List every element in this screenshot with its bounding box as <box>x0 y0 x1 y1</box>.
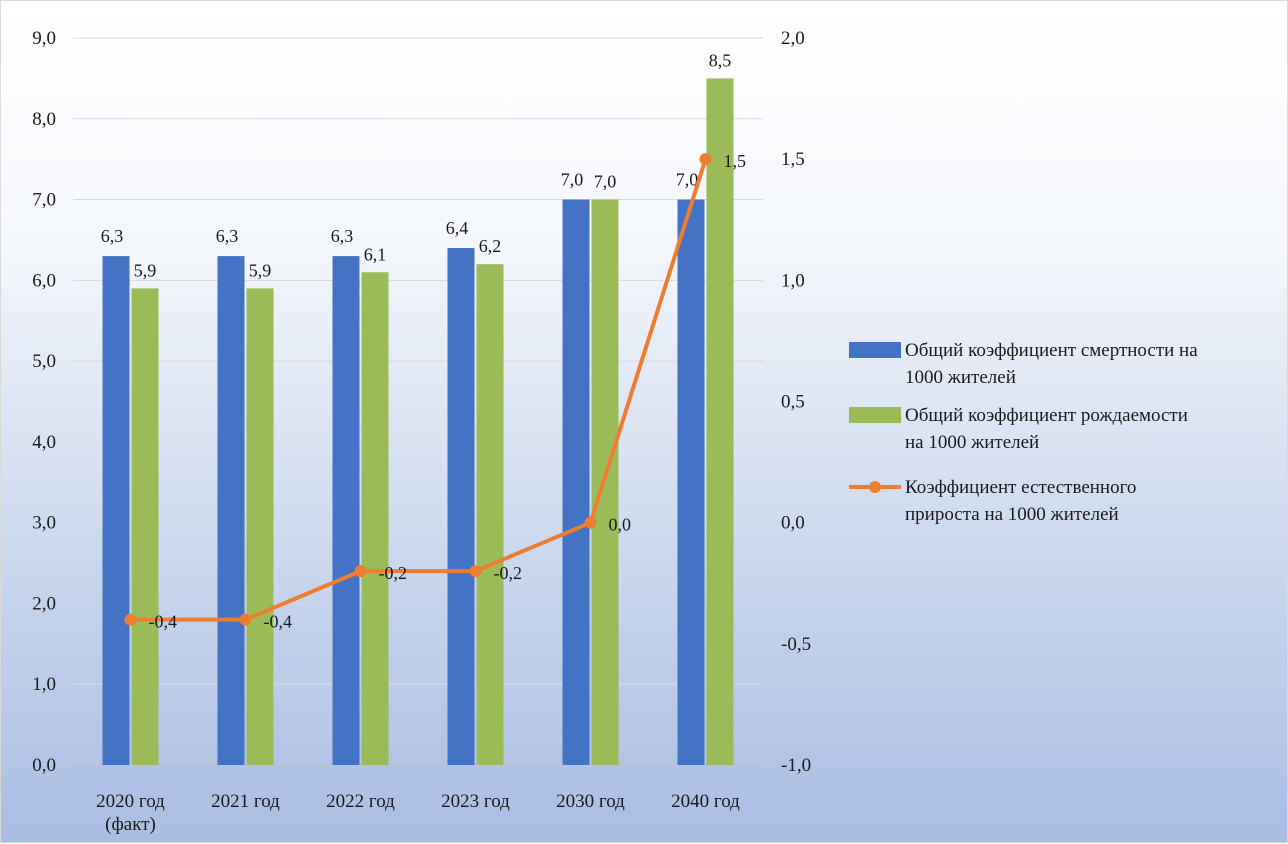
line-data-label: 0,0 <box>609 515 632 535</box>
y-right-tick-label: 1,5 <box>781 149 805 170</box>
line-marker <box>584 516 597 529</box>
y-left-tick-label: 8,0 <box>32 109 56 130</box>
y-left-tick-label: 1,0 <box>32 674 56 695</box>
y-left-tick-label: 3,0 <box>32 513 56 534</box>
bar-data-label: 8,5 <box>709 50 732 70</box>
x-tick-label: 2040 год <box>671 791 740 812</box>
y-right-tick-label: -0,5 <box>781 634 811 655</box>
bar <box>217 256 245 765</box>
bar <box>476 264 504 765</box>
y-left-tick-label: 5,0 <box>32 351 56 372</box>
legend-label: Общий коэффициент смертности на <box>905 340 1198 361</box>
y-left-tick-label: 2,0 <box>32 593 56 614</box>
line-marker <box>239 613 252 626</box>
legend-marker <box>869 481 881 493</box>
bar <box>131 288 159 765</box>
x-tick-label: 2023 год <box>441 791 510 812</box>
y-left-tick-label: 6,0 <box>32 270 56 291</box>
line-data-label: -0,2 <box>494 563 523 583</box>
y-right-tick-label: 2,0 <box>781 28 805 49</box>
bar-data-label: 6,2 <box>479 236 502 256</box>
line-marker <box>354 565 367 578</box>
bar-data-label: 6,4 <box>446 218 469 238</box>
bar-data-label: 7,0 <box>594 172 617 192</box>
y-left-tick-label: 4,0 <box>32 432 56 453</box>
legend-label: Коэффициент естественного <box>905 477 1136 498</box>
x-tick-label: 2020 год <box>96 791 165 812</box>
bar-data-label: 5,9 <box>134 260 157 280</box>
bar-data-label: 6,3 <box>331 226 354 246</box>
bar-data-label: 6,1 <box>364 244 387 264</box>
bar <box>706 78 734 765</box>
bar <box>677 199 705 766</box>
bar <box>562 199 590 766</box>
bar-data-label: 7,0 <box>676 170 699 190</box>
bar <box>361 272 389 765</box>
line-data-label: -0,4 <box>149 612 178 632</box>
line-marker <box>124 613 137 626</box>
bar-data-label: 5,9 <box>249 260 272 280</box>
legend-label: на 1000 жителей <box>905 432 1039 453</box>
x-tick-label: 2021 год <box>211 791 280 812</box>
x-tick-label: 2022 год <box>326 791 395 812</box>
bar-data-label: 6,3 <box>216 226 239 246</box>
y-right-tick-label: 0,5 <box>781 392 805 413</box>
legend-swatch <box>849 407 901 423</box>
legend-label: 1000 жителей <box>905 367 1016 388</box>
x-tick-label: 2030 год <box>556 791 625 812</box>
bar <box>246 288 274 765</box>
y-right-tick-label: -1,0 <box>781 755 811 776</box>
bar-data-label: 6,3 <box>101 226 124 246</box>
line-data-label: 1,5 <box>724 151 747 171</box>
y-right-tick-label: 0,0 <box>781 513 805 534</box>
line-marker <box>699 153 712 166</box>
bar <box>102 256 130 765</box>
x-tick-label: (факт) <box>105 814 156 835</box>
bar <box>447 248 475 765</box>
line-data-label: -0,4 <box>264 612 293 632</box>
y-left-tick-label: 0,0 <box>32 755 56 776</box>
bar-data-label: 7,0 <box>561 170 584 190</box>
bar <box>332 256 360 765</box>
line-marker <box>469 565 482 578</box>
legend-label: прироста на 1000 жителей <box>905 504 1119 525</box>
line-data-label: -0,2 <box>379 563 408 583</box>
line-series <box>130 158 708 622</box>
legend-label: Общий коэффициент рождаемости <box>905 405 1188 426</box>
legend-swatch <box>849 342 901 358</box>
y-right-tick-label: 1,0 <box>781 270 805 291</box>
y-left-tick-label: 7,0 <box>32 190 56 211</box>
y-left-tick-label: 9,0 <box>32 28 56 49</box>
